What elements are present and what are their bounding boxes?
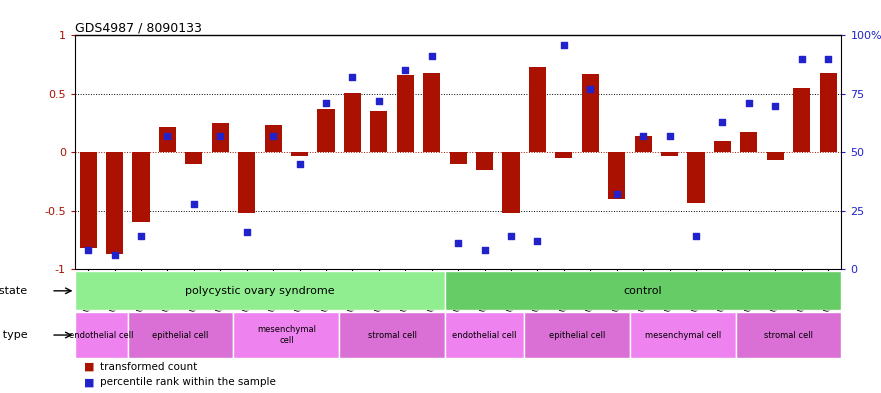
Point bbox=[292, 161, 307, 167]
Bar bbox=[661, 152, 678, 156]
Text: ■: ■ bbox=[84, 377, 94, 387]
Text: stromal cell: stromal cell bbox=[764, 331, 813, 340]
Bar bbox=[445, 312, 524, 358]
Text: control: control bbox=[624, 286, 663, 296]
Bar bbox=[524, 312, 630, 358]
Point bbox=[795, 55, 809, 62]
Text: percentile rank within the sample: percentile rank within the sample bbox=[100, 377, 276, 387]
Text: cell type: cell type bbox=[0, 330, 27, 340]
Bar bbox=[185, 152, 203, 164]
Point bbox=[187, 200, 201, 207]
Bar bbox=[630, 312, 736, 358]
Bar bbox=[317, 109, 335, 152]
Bar bbox=[736, 312, 841, 358]
Point bbox=[557, 42, 571, 48]
Point bbox=[398, 67, 412, 73]
Point bbox=[636, 133, 650, 139]
Text: polycystic ovary syndrome: polycystic ovary syndrome bbox=[185, 286, 335, 296]
Bar bbox=[581, 74, 599, 152]
Bar bbox=[714, 141, 731, 152]
Bar bbox=[766, 152, 784, 160]
Bar bbox=[740, 132, 758, 152]
Point bbox=[715, 119, 729, 125]
Bar bbox=[449, 152, 467, 164]
Point bbox=[160, 133, 174, 139]
Bar bbox=[233, 312, 339, 358]
Point bbox=[742, 100, 756, 107]
Bar bbox=[819, 73, 837, 152]
Bar bbox=[555, 152, 573, 158]
Bar bbox=[529, 67, 546, 152]
Bar bbox=[396, 75, 414, 152]
Text: ■: ■ bbox=[84, 362, 94, 371]
Point bbox=[372, 98, 386, 104]
Text: epithelial cell: epithelial cell bbox=[549, 331, 605, 340]
Text: endothelial cell: endothelial cell bbox=[452, 331, 517, 340]
Text: mesenchymal cell: mesenchymal cell bbox=[645, 331, 721, 340]
Point bbox=[689, 233, 703, 240]
Bar bbox=[128, 312, 233, 358]
Point bbox=[478, 247, 492, 253]
Point bbox=[134, 233, 148, 240]
Point bbox=[530, 238, 544, 244]
Bar bbox=[445, 271, 841, 310]
Text: stromal cell: stromal cell bbox=[367, 331, 417, 340]
Bar bbox=[238, 152, 255, 213]
Bar bbox=[159, 127, 176, 152]
Bar bbox=[608, 152, 626, 199]
Point bbox=[504, 233, 518, 240]
Bar bbox=[106, 152, 123, 254]
Point bbox=[663, 133, 677, 139]
Point bbox=[319, 100, 333, 107]
Point bbox=[451, 241, 465, 247]
Bar bbox=[291, 152, 308, 156]
Point bbox=[266, 133, 280, 139]
Text: disease state: disease state bbox=[0, 286, 27, 296]
Bar bbox=[687, 152, 705, 202]
Point bbox=[107, 252, 122, 258]
Point bbox=[425, 53, 439, 60]
Bar bbox=[634, 136, 652, 152]
Bar bbox=[339, 312, 445, 358]
Text: epithelial cell: epithelial cell bbox=[152, 331, 209, 340]
Text: endothelial cell: endothelial cell bbox=[69, 331, 134, 340]
Point bbox=[345, 74, 359, 81]
Point bbox=[610, 191, 624, 198]
Bar bbox=[79, 152, 97, 248]
Point bbox=[213, 133, 227, 139]
Point bbox=[583, 86, 597, 92]
Text: transformed count: transformed count bbox=[100, 362, 196, 371]
Point bbox=[240, 229, 254, 235]
Point bbox=[81, 247, 95, 253]
Bar bbox=[370, 111, 388, 152]
Text: GDS4987 / 8090133: GDS4987 / 8090133 bbox=[75, 21, 202, 34]
Bar bbox=[793, 88, 811, 152]
Point bbox=[768, 102, 782, 108]
Bar bbox=[75, 312, 128, 358]
Bar bbox=[476, 152, 493, 170]
Point bbox=[821, 55, 835, 62]
Bar bbox=[132, 152, 150, 222]
Bar bbox=[211, 123, 229, 152]
Bar bbox=[423, 73, 440, 152]
Bar bbox=[264, 125, 282, 152]
Text: mesenchymal
cell: mesenchymal cell bbox=[257, 325, 315, 345]
Bar bbox=[344, 93, 361, 152]
Bar bbox=[75, 271, 445, 310]
Bar bbox=[502, 152, 520, 213]
